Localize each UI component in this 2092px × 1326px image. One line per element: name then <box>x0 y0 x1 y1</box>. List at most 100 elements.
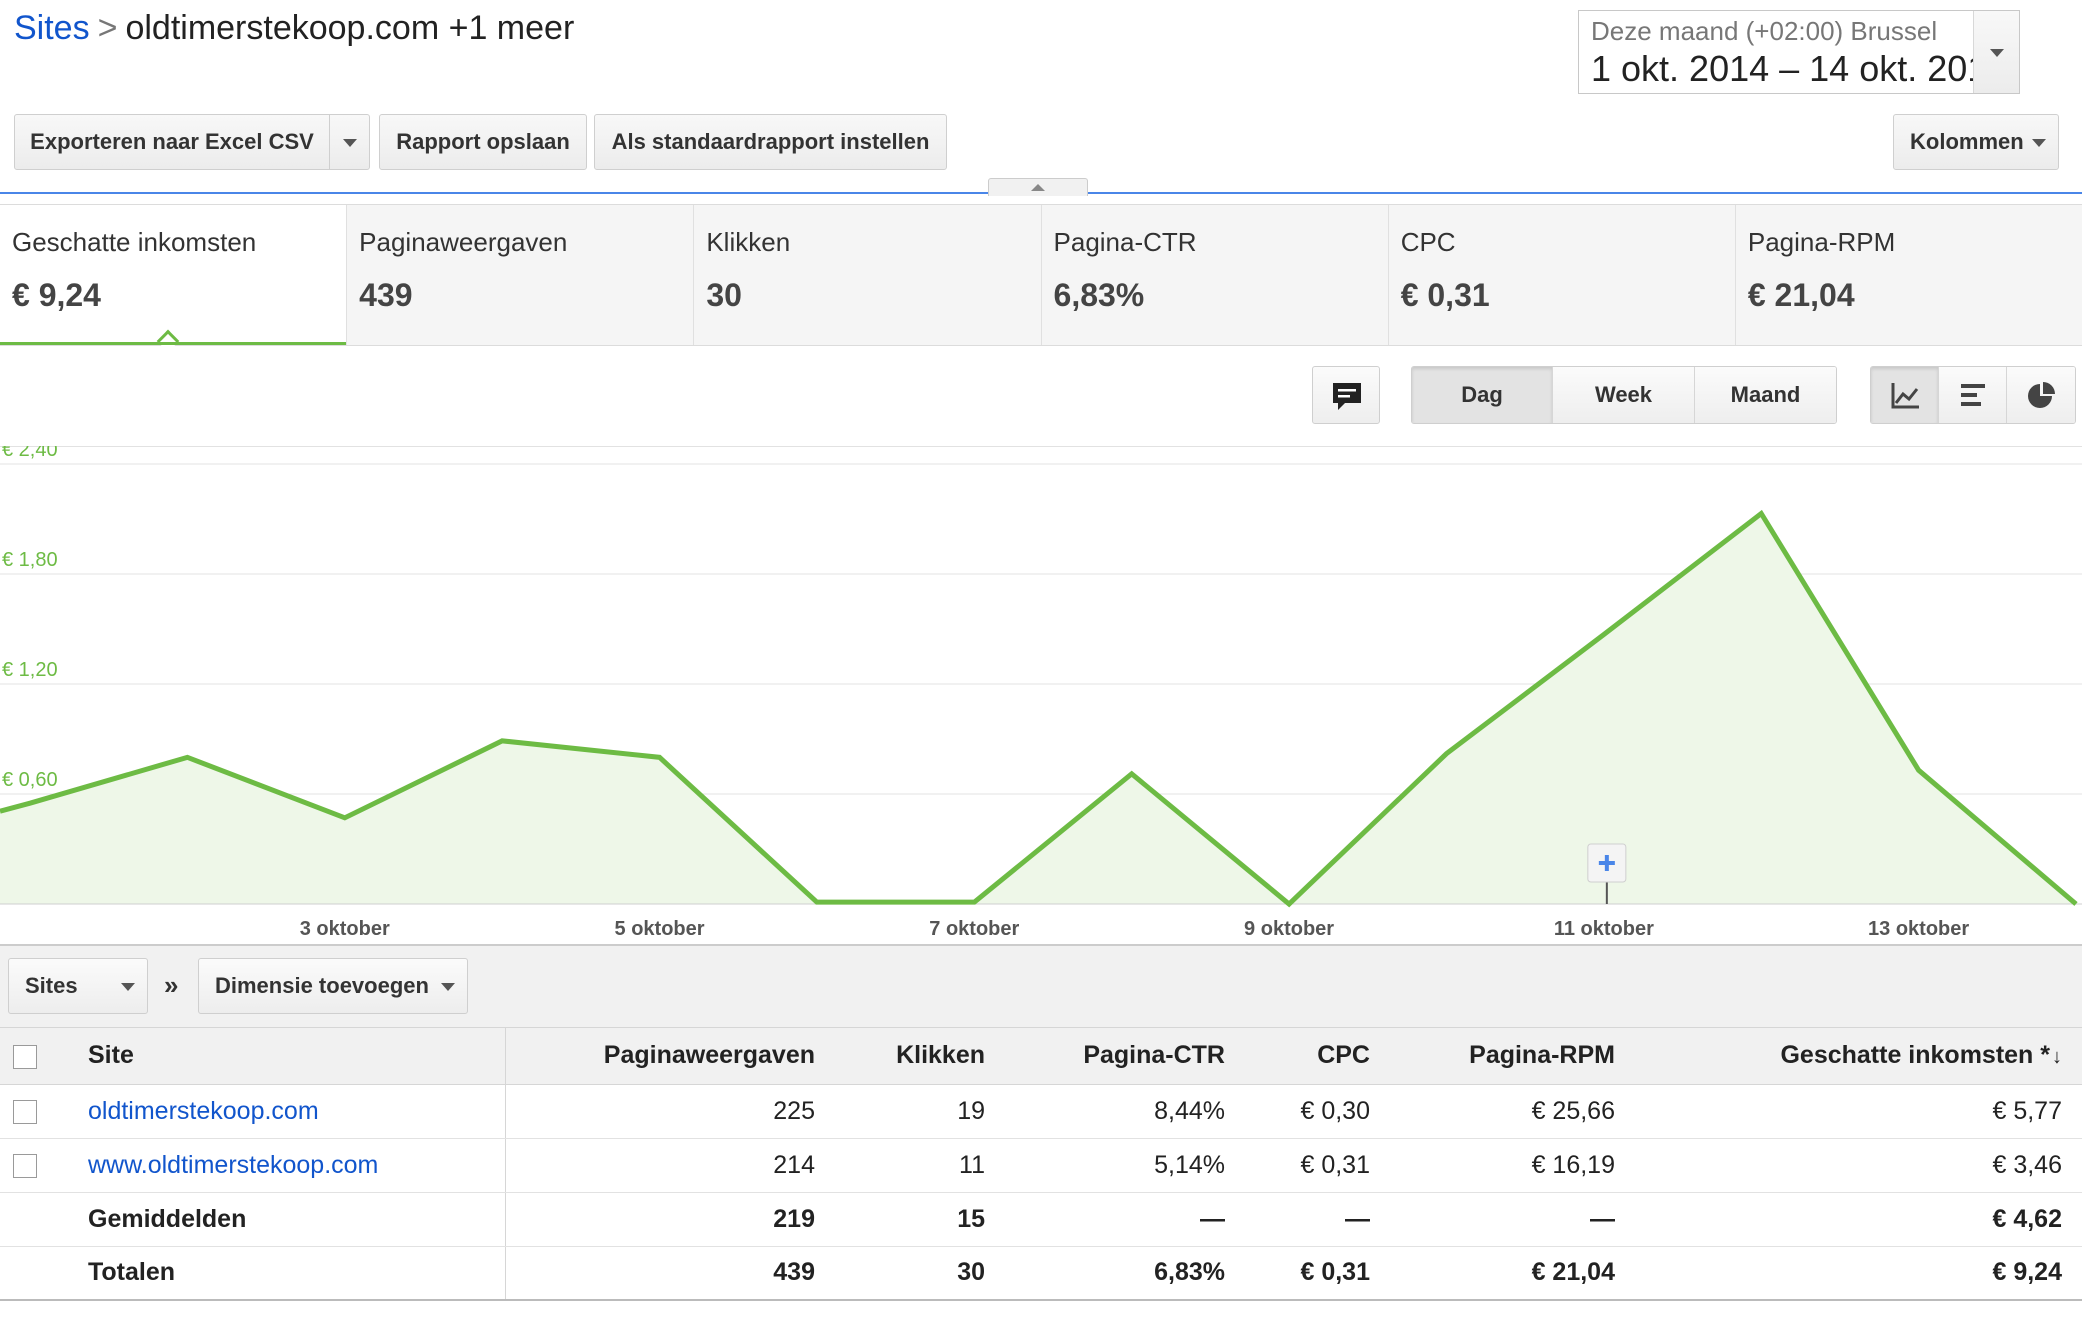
export-csv-label: Exporteren naar Excel CSV <box>30 129 314 154</box>
add-dimension-label: Dimensie toevoegen <box>215 973 429 998</box>
metric-cpc[interactable]: CPC € 0,31 <box>1389 205 1736 345</box>
empty-cell <box>0 1192 50 1247</box>
page-rpm-cell: € 25,66 <box>1390 1084 1635 1139</box>
column-header-clicks[interactable]: Klikken <box>835 1028 1005 1085</box>
breadcrumb-separator: > <box>97 9 118 47</box>
sites-table: Site Paginaweergaven Klikken Pagina-CTR … <box>0 1028 2082 1301</box>
clicks-cell: 30 <box>835 1246 1005 1301</box>
select-all-checkbox[interactable] <box>13 1044 37 1069</box>
active-indicator <box>156 329 180 353</box>
chevron-down-icon <box>2032 139 2046 147</box>
granularity-day-button[interactable]: Dag <box>1412 367 1553 423</box>
totals-row: Totalen 439 30 6,83% € 0,31 € 21,04 € 9,… <box>0 1246 2082 1301</box>
breadcrumb-current: oldtimerstekoop.com +1 meer <box>125 9 575 47</box>
column-header-page-rpm[interactable]: Pagina-RPM <box>1390 1028 1635 1085</box>
pie-chart-button[interactable] <box>2007 367 2075 423</box>
metric-scorecards: Geschatte inkomsten € 9,24 Paginaweergav… <box>0 204 2082 353</box>
cpc-cell: — <box>1245 1192 1390 1247</box>
chevron-down-icon <box>441 983 455 991</box>
bar-chart-icon <box>1961 384 1985 406</box>
column-header-pageviews[interactable]: Paginaweergaven <box>505 1028 835 1085</box>
column-header-estimated-earnings[interactable]: Geschatte inkomsten * ↓ <box>1635 1028 2082 1085</box>
metric-page-ctr[interactable]: Pagina-CTR 6,83% <box>1042 205 1389 345</box>
column-header-label: Geschatte inkomsten * <box>1780 1041 2050 1070</box>
metric-label: Paginaweergaven <box>359 227 568 257</box>
earnings-cell: € 3,46 <box>1635 1138 2082 1193</box>
granularity-month-button[interactable]: Maand <box>1695 367 1836 423</box>
site-link[interactable]: www.oldtimerstekoop.com <box>88 1150 379 1179</box>
add-dimension-dropdown[interactable]: Dimensie toevoegen <box>198 958 468 1014</box>
save-report-button[interactable]: Rapport opslaan <box>379 114 587 170</box>
x-tick-label: 7 oktober <box>929 918 1019 940</box>
metric-estimated-earnings[interactable]: Geschatte inkomsten € 9,24 <box>0 205 348 353</box>
granularity-toggle: Dag Week Maand <box>1411 366 1837 424</box>
x-tick-label: 3 oktober <box>300 918 390 940</box>
x-tick-label: 5 oktober <box>615 918 705 940</box>
pageviews-cell: 219 <box>505 1192 835 1247</box>
dimension-sites-dropdown[interactable]: Sites <box>8 958 148 1014</box>
metric-label: Geschatte inkomsten <box>12 227 257 257</box>
chart-top-border <box>0 446 2082 447</box>
date-range-value: 1 okt. 2014 – 14 okt. 2014 <box>1591 48 2008 89</box>
chart-type-toggle <box>1870 366 2076 424</box>
annotation-button[interactable] <box>1312 366 1380 424</box>
breadcrumb: Sites > oldtimerstekoop.com +1 meer <box>14 8 574 48</box>
metric-label: Pagina-CTR <box>1053 227 1197 257</box>
breadcrumb-sites-link[interactable]: Sites <box>14 9 90 47</box>
row-select-cell <box>0 1138 50 1193</box>
columns-button[interactable]: Kolommen <box>1893 114 2059 170</box>
metric-label: Klikken <box>706 227 791 257</box>
table-row: www.oldtimerstekoop.com 214 11 5,14% € 0… <box>0 1138 2082 1193</box>
date-range-dropdown-button[interactable] <box>1973 11 2019 93</box>
cpc-cell: € 0,30 <box>1245 1084 1390 1139</box>
dimension-separator: » <box>164 970 179 1000</box>
column-header-page-ctr[interactable]: Pagina-CTR <box>1005 1028 1245 1085</box>
cpc-cell: € 0,31 <box>1245 1138 1390 1193</box>
column-header-cpc[interactable]: CPC <box>1245 1028 1390 1085</box>
earnings-cell: € 5,77 <box>1635 1084 2082 1139</box>
table-header-row: Site Paginaweergaven Klikken Pagina-CTR … <box>0 1028 2082 1085</box>
site-cell: www.oldtimerstekoop.com <box>50 1138 506 1193</box>
line-chart-button[interactable] <box>1871 367 1939 423</box>
site-link[interactable]: oldtimerstekoop.com <box>88 1096 319 1125</box>
page-ctr-cell: 6,83% <box>1005 1246 1245 1301</box>
earnings-cell: € 4,62 <box>1635 1192 2082 1247</box>
bar-chart-button[interactable] <box>1939 367 2007 423</box>
y-tick-label: € 2,40 <box>2 446 58 461</box>
row-select-cell <box>0 1084 50 1139</box>
metric-pageviews[interactable]: Paginaweergaven 439 <box>347 205 695 345</box>
averages-label: Gemiddelden <box>50 1192 506 1247</box>
metric-label: Pagina-RPM <box>1747 227 1896 257</box>
averages-row: Gemiddelden 219 15 — — — € 4,62 <box>0 1192 2082 1247</box>
x-tick-label: 9 oktober <box>1244 918 1334 940</box>
export-csv-button[interactable]: Exporteren naar Excel CSV <box>14 114 370 170</box>
chevron-down-icon <box>343 139 357 147</box>
date-range-picker[interactable]: Deze maand (+02:00) Brussel 1 okt. 2014 … <box>1578 10 2020 94</box>
clicks-cell: 19 <box>835 1084 1005 1139</box>
page-ctr-cell: 5,14% <box>1005 1138 1245 1193</box>
chart-bottom-border <box>0 944 2082 946</box>
annotation-icon <box>1333 383 1361 410</box>
x-tick-label: 11 oktober <box>1554 918 1654 940</box>
granularity-week-button[interactable]: Week <box>1553 367 1695 423</box>
metric-label: CPC <box>1400 227 1456 257</box>
column-header-site[interactable]: Site <box>50 1028 506 1085</box>
page-ctr-cell: — <box>1005 1192 1245 1247</box>
row-checkbox[interactable] <box>13 1099 37 1124</box>
set-default-report-button[interactable]: Als standaardrapport instellen <box>594 114 947 170</box>
site-cell: oldtimerstekoop.com <box>50 1084 506 1139</box>
metric-page-rpm[interactable]: Pagina-RPM € 21,04 <box>1736 205 2082 345</box>
page-rpm-cell: € 21,04 <box>1390 1246 1635 1301</box>
y-tick-label: € 0,60 <box>2 769 58 791</box>
metric-value: 439 <box>359 277 413 313</box>
pageviews-cell: 214 <box>505 1138 835 1193</box>
plus-icon <box>1598 855 1615 871</box>
columns-label: Kolommen <box>1910 129 2024 154</box>
row-checkbox[interactable] <box>13 1153 37 1178</box>
chevron-down-icon <box>121 983 135 991</box>
page-ctr-cell: 8,44% <box>1005 1084 1245 1139</box>
export-options-dropdown[interactable] <box>329 115 369 169</box>
pageviews-cell: 225 <box>505 1084 835 1139</box>
collapse-panel-toggle[interactable] <box>988 178 1088 196</box>
metric-clicks[interactable]: Klikken 30 <box>694 205 1042 345</box>
